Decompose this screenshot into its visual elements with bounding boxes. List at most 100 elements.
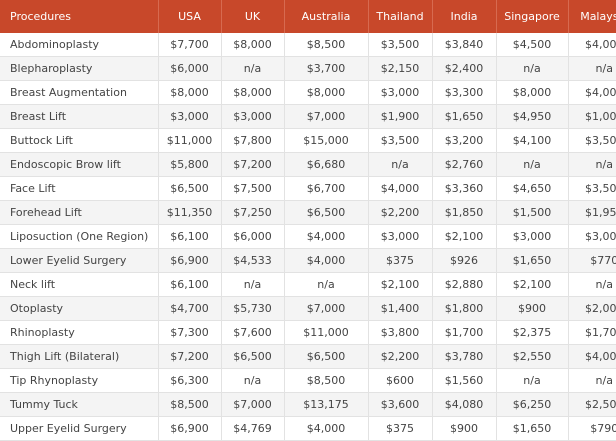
cell-thailand: $3,000 [368, 224, 433, 249]
table-row: Face Lift $6,500 $7,500 $6,700 $4,000 $3,360 $… [0, 176, 616, 201]
cell-uk: $8,000 [221, 80, 285, 105]
cell-usa: $6,000 [158, 56, 222, 81]
cell-australia: $6,500 [284, 200, 369, 225]
cell-usa: $6,900 [158, 416, 222, 441]
table-row: Rhinoplasty $7,300 $7,600 $11,000 $3,800 $1,7… [0, 320, 616, 345]
cell-usa: $3,000 [158, 104, 222, 129]
cell-procedure: Neck lift [0, 272, 159, 297]
cell-malaysia: $4,000 [568, 80, 616, 105]
cell-malaysia: $3,500 [568, 128, 616, 153]
cell-uk: $7,000 [221, 392, 285, 417]
cell-malaysia: $4,000 [568, 344, 616, 369]
cell-india: $1,700 [432, 320, 497, 345]
table-row: Endoscopic Brow lift $5,800 $7,200 $6,680 n/… [0, 152, 616, 177]
cell-uk: $7,500 [221, 176, 285, 201]
cell-singapore: $4,650 [496, 176, 569, 201]
cell-india: $926 [432, 248, 497, 273]
cell-singapore: $4,500 [496, 33, 569, 57]
cell-australia: $8,500 [284, 33, 369, 57]
cell-singapore: $4,950 [496, 104, 569, 129]
cell-procedure: Breast Lift [0, 104, 159, 129]
cell-usa: $8,500 [158, 392, 222, 417]
cell-procedure: Tummy Tuck [0, 392, 159, 417]
cell-singapore: n/a [496, 368, 569, 393]
table-row: Upper Eyelid Surgery $6,900 $4,769 $4,000 $3… [0, 416, 616, 441]
cell-uk: $7,200 [221, 152, 285, 177]
cell-australia: $8,500 [284, 368, 369, 393]
cell-india: $3,780 [432, 344, 497, 369]
cell-singapore: $2,375 [496, 320, 569, 345]
cell-malaysia: $2,000 [568, 296, 616, 321]
cell-india: $2,100 [432, 224, 497, 249]
cell-uk: $8,000 [221, 33, 285, 57]
cell-procedure: Face Lift [0, 176, 159, 201]
header-usa: USA [158, 0, 222, 33]
cell-thailand: $2,200 [368, 344, 433, 369]
cell-thailand: $600 [368, 368, 433, 393]
cell-usa: $11,000 [158, 128, 222, 153]
table-header: Procedures USA UK Australia Thailand Ind… [0, 0, 616, 33]
table-row: Tip Rhynoplasty $6,300 n/a $8,500 $600 $1,560… [0, 368, 616, 393]
cell-uk: $6,000 [221, 224, 285, 249]
cell-procedure: Buttock Lift [0, 128, 159, 153]
cell-thailand: $3,600 [368, 392, 433, 417]
cell-india: $3,300 [432, 80, 497, 105]
table-row: Lower Eyelid Surgery $6,900 $4,533 $4,000 $3… [0, 248, 616, 273]
cell-uk: $7,250 [221, 200, 285, 225]
cell-india: $900 [432, 416, 497, 441]
table-row: Blepharoplasty $6,000 n/a $3,700 $2,150 $2,40… [0, 56, 616, 81]
cell-thailand: $2,100 [368, 272, 433, 297]
cell-india: $2,880 [432, 272, 497, 297]
cell-uk: $4,533 [221, 248, 285, 273]
cell-procedure: Liposuction (One Region) [0, 224, 159, 249]
cell-uk: $4,769 [221, 416, 285, 441]
cell-india: $1,650 [432, 104, 497, 129]
cell-thailand: $3,000 [368, 80, 433, 105]
cell-thailand: $375 [368, 248, 433, 273]
cell-procedure: Abdominoplasty [0, 33, 159, 57]
cell-australia: n/a [284, 272, 369, 297]
cell-australia: $7,000 [284, 104, 369, 129]
cell-singapore: $6,250 [496, 392, 569, 417]
cell-usa: $7,300 [158, 320, 222, 345]
cell-usa: $11,350 [158, 200, 222, 225]
cell-india: $3,360 [432, 176, 497, 201]
cell-malaysia: $4,000 [568, 33, 616, 57]
cell-india: $4,080 [432, 392, 497, 417]
cell-singapore: $1,650 [496, 416, 569, 441]
cell-india: $1,850 [432, 200, 497, 225]
cell-procedure: Tip Rhynoplasty [0, 368, 159, 393]
cell-thailand: $2,150 [368, 56, 433, 81]
cell-thailand: $3,500 [368, 33, 433, 57]
cell-procedure: Lower Eyelid Surgery [0, 248, 159, 273]
cell-usa: $6,900 [158, 248, 222, 273]
cell-thailand: n/a [368, 152, 433, 177]
cell-malaysia: n/a [568, 152, 616, 177]
table-row: Otoplasty $4,700 $5,730 $7,000 $1,400 $1,800 $… [0, 296, 616, 321]
cell-india: $1,560 [432, 368, 497, 393]
cell-singapore: $2,550 [496, 344, 569, 369]
cell-procedure: Rhinoplasty [0, 320, 159, 345]
header-australia: Australia [284, 0, 369, 33]
cell-procedure: Breast Augmentation [0, 80, 159, 105]
cell-thailand: $3,800 [368, 320, 433, 345]
table-body: Abdominoplasty $7,700 $8,000 $8,500 $3,500 $3… [0, 33, 616, 441]
cell-australia: $7,000 [284, 296, 369, 321]
cell-usa: $8,000 [158, 80, 222, 105]
cell-singapore: n/a [496, 152, 569, 177]
cell-singapore: $2,100 [496, 272, 569, 297]
cell-malaysia: n/a [568, 56, 616, 81]
cell-malaysia: $1,000 [568, 104, 616, 129]
cell-thailand: $1,900 [368, 104, 433, 129]
cell-usa: $7,200 [158, 344, 222, 369]
cell-thailand: $3,500 [368, 128, 433, 153]
table-row: Tummy Tuck $8,500 $7,000 $13,175 $3,600 $4,08… [0, 392, 616, 417]
cell-malaysia: $770 [568, 248, 616, 273]
cell-india: $2,760 [432, 152, 497, 177]
cell-singapore: $1,500 [496, 200, 569, 225]
cell-india: $2,400 [432, 56, 497, 81]
cell-singapore: n/a [496, 56, 569, 81]
cell-australia: $6,680 [284, 152, 369, 177]
table-row: Forehead Lift $11,350 $7,250 $6,500 $2,200 $1… [0, 200, 616, 225]
table-row: Breast Augmentation $8,000 $8,000 $8,000 $3,… [0, 80, 616, 105]
